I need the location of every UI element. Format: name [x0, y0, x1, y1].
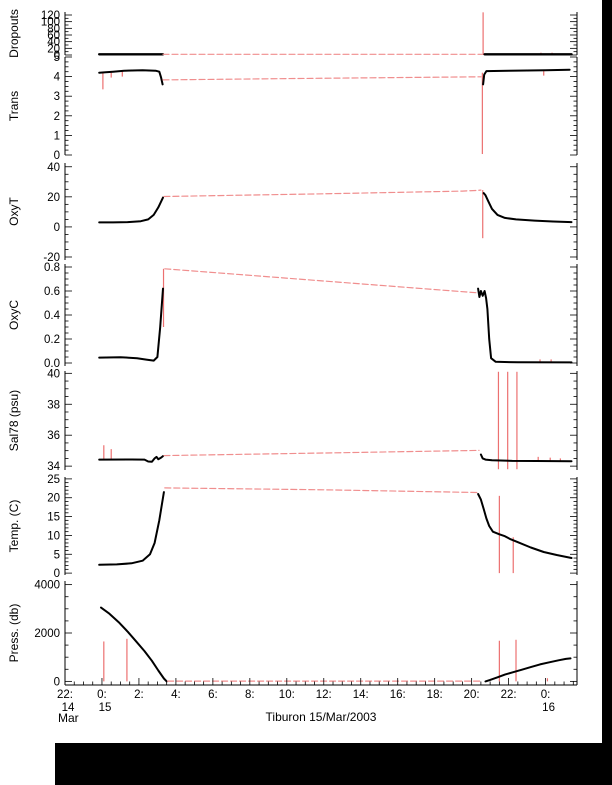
svg-text:4: 4 [54, 72, 61, 84]
svg-text:80: 80 [47, 23, 60, 35]
panel-temp: 25 20 15 10 5 0 Temp. (C) [7, 474, 578, 580]
svg-text:40: 40 [47, 162, 60, 174]
right-matte-bar [602, 0, 612, 785]
svg-text:3: 3 [54, 91, 60, 103]
svg-text:22:: 22: [57, 689, 73, 701]
svg-text:15: 15 [99, 702, 112, 714]
svg-text:2000: 2000 [34, 628, 60, 640]
panel-sal78: 40 38 36 34 Sal78 (psu) [7, 368, 578, 473]
svg-text:4:: 4: [171, 689, 181, 701]
svg-text:14: 14 [62, 702, 75, 714]
svg-text:0: 0 [54, 50, 60, 62]
svg-text:18:: 18: [427, 689, 443, 701]
svg-text:20: 20 [47, 192, 60, 204]
svg-text:20: 20 [47, 43, 60, 55]
svg-text:10: 10 [47, 530, 60, 542]
svg-text:0.6: 0.6 [44, 286, 60, 298]
svg-text:2:: 2: [134, 689, 144, 701]
svg-text:120: 120 [41, 10, 60, 22]
month-label: Mar [58, 711, 79, 725]
svg-text:5: 5 [54, 52, 60, 64]
svg-text:0.2: 0.2 [44, 334, 60, 346]
svg-text:6:: 6: [208, 689, 218, 701]
svg-text:0.8: 0.8 [44, 262, 60, 274]
svg-text:0: 0 [54, 676, 60, 688]
svg-text:5: 5 [54, 549, 60, 561]
panel-press: 4000 2000 0 Press. (db) [7, 580, 578, 688]
bottom-matte-bar [55, 743, 612, 785]
svg-text:16: 16 [542, 702, 555, 714]
svg-text:0: 0 [54, 568, 60, 580]
panel-oxyc: 0.8 0.6 0.4 0.2 0.0 OxyC [7, 262, 578, 370]
svg-text:Press. (db): Press. (db) [7, 604, 21, 663]
svg-text:14:: 14: [353, 689, 369, 701]
svg-text:8:: 8: [245, 689, 255, 701]
svg-text:40: 40 [47, 37, 60, 49]
panel-trans: 5 4 3 2 1 0 Trans [7, 52, 578, 162]
svg-text:20: 20 [47, 493, 60, 505]
figure-caption: Tiburon 15/Mar/2003 [265, 710, 377, 724]
svg-text:Dropouts: Dropouts [7, 9, 21, 58]
svg-text:15: 15 [47, 512, 60, 524]
svg-text:Temp. (C): Temp. (C) [7, 500, 21, 553]
panel-oxyt: 40 20 0 -20 OxyT [7, 162, 578, 264]
svg-text:1: 1 [54, 130, 60, 142]
svg-text:0.0: 0.0 [44, 358, 60, 370]
svg-text:22:: 22: [501, 689, 517, 701]
svg-text:0: 0 [54, 150, 60, 162]
svg-text:40: 40 [47, 368, 60, 380]
svg-text:36: 36 [47, 430, 60, 442]
svg-text:Trans: Trans [7, 91, 21, 121]
svg-text:2: 2 [54, 111, 60, 123]
svg-text:-20: -20 [43, 252, 60, 264]
svg-text:20:: 20: [464, 689, 480, 701]
x-axis: 22: 0: 2: 4: 6: 8: 10: 12: 14: 16: 18: 20: 22: 0: 14 15… [57, 678, 577, 714]
svg-text:60: 60 [47, 30, 60, 42]
svg-text:12:: 12: [316, 689, 332, 701]
svg-text:100: 100 [41, 17, 60, 29]
svg-text:OxyC: OxyC [7, 300, 21, 330]
svg-text:16:: 16: [390, 689, 406, 701]
svg-text:0: 0 [54, 222, 60, 234]
svg-text:10:: 10: [279, 689, 295, 701]
svg-text:25: 25 [47, 474, 60, 486]
svg-text:0:: 0: [541, 689, 551, 701]
svg-text:OxyT: OxyT [7, 197, 21, 226]
svg-text:34: 34 [47, 461, 60, 473]
svg-text:4000: 4000 [34, 580, 60, 592]
svg-text:0.4: 0.4 [44, 310, 61, 322]
svg-text:38: 38 [47, 399, 60, 411]
svg-text:Sal78 (psu): Sal78 (psu) [7, 390, 21, 451]
svg-text:0:: 0: [97, 689, 107, 701]
